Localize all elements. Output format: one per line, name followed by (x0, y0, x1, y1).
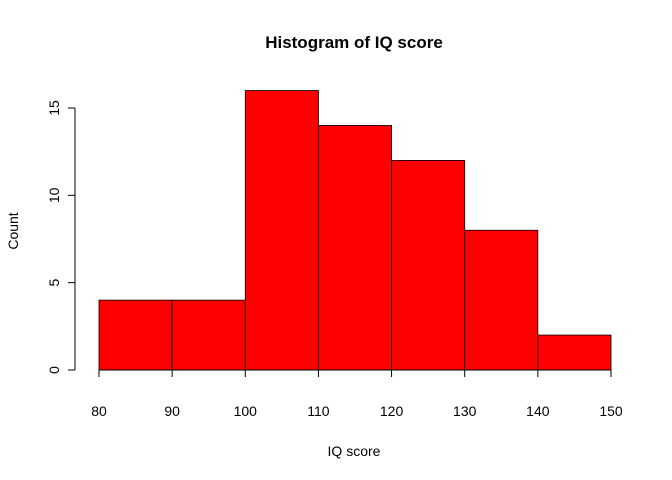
x-tick-label: 140 (526, 403, 550, 419)
x-tick-label: 90 (164, 403, 180, 419)
histogram-bar (171, 299, 246, 371)
y-tick-label: 0 (46, 366, 62, 374)
bars-group (98, 90, 612, 371)
y-axis: 0 5 10 15 (46, 100, 76, 374)
x-tick-label: 110 (307, 403, 330, 419)
x-tick-label: 130 (453, 403, 477, 419)
x-axis: 80 90 100 110 120 130 140 150 (91, 369, 623, 419)
histogram-bar (98, 299, 173, 371)
x-axis-label: IQ score (328, 443, 381, 459)
histogram-bar (537, 334, 612, 371)
x-tick-label: 150 (599, 403, 623, 419)
y-tick-label: 10 (46, 187, 62, 203)
y-axis-label: Count (5, 212, 21, 249)
histogram-bar (318, 125, 392, 371)
y-tick-label: 5 (46, 279, 62, 287)
y-tick-label: 15 (46, 100, 62, 116)
chart-title: Histogram of IQ score (265, 33, 443, 52)
histogram-bar (391, 159, 466, 371)
x-tick-label: 120 (380, 403, 404, 419)
histogram-bar (464, 229, 539, 371)
x-tick-label: 100 (234, 403, 258, 419)
histogram-bar (244, 90, 319, 371)
x-tick-label: 80 (91, 403, 107, 419)
